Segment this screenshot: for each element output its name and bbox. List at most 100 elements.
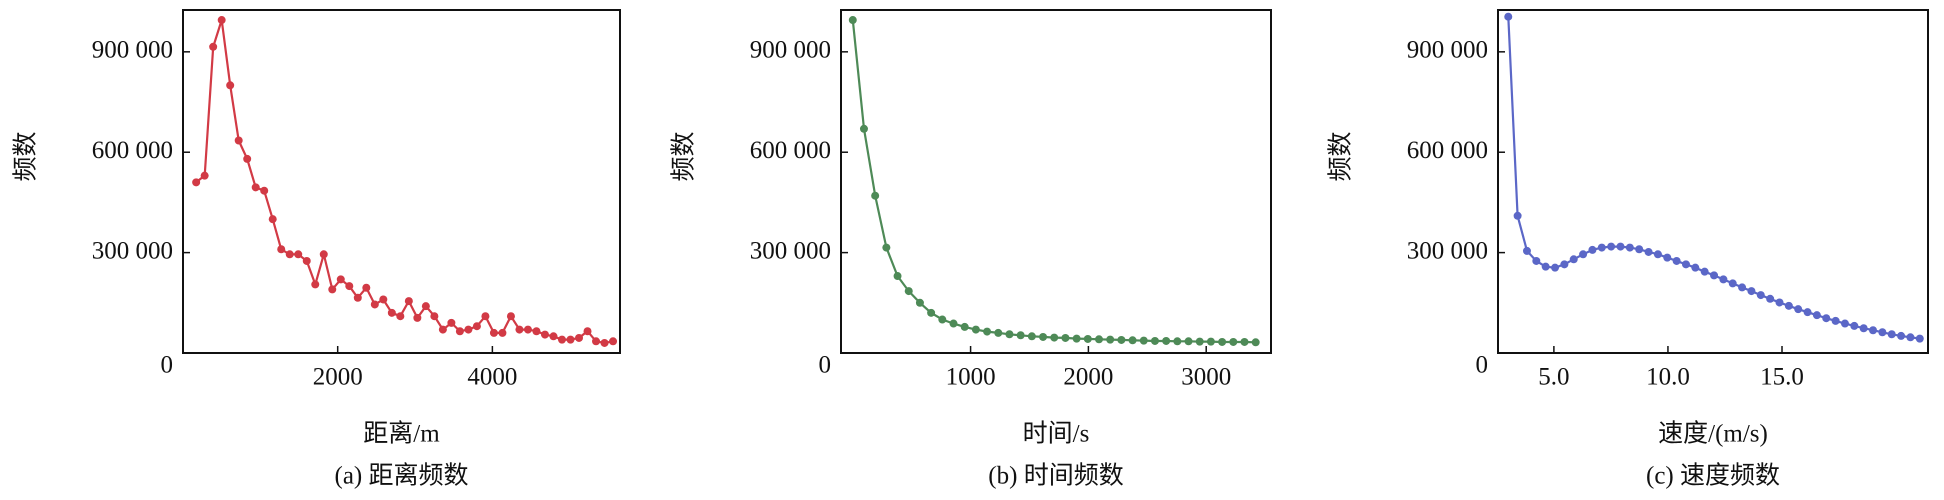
data-point (362, 283, 371, 292)
data-point (575, 333, 584, 342)
data-point (859, 124, 868, 133)
data-point (413, 313, 422, 322)
data-point (904, 287, 913, 296)
data-point (523, 325, 532, 334)
y-tick-label: 300 000 (1407, 237, 1488, 264)
data-point (1710, 271, 1719, 280)
data-point (336, 275, 345, 284)
data-point (1218, 337, 1227, 346)
data-point (498, 328, 507, 337)
data-point (1128, 336, 1137, 345)
data-point (1681, 260, 1690, 269)
data-point (532, 327, 541, 336)
data-point (200, 171, 209, 180)
axes-frame (182, 9, 621, 354)
x-axis-label: 时间/s (1023, 420, 1090, 448)
data-point (302, 256, 311, 265)
data-point (1513, 211, 1522, 220)
data-point (345, 282, 354, 291)
y-tick-label: 600 000 (1407, 137, 1488, 164)
panel-caption: (c) 速度频数 (1646, 462, 1780, 490)
data-point (1906, 333, 1915, 342)
data-point (1106, 335, 1115, 344)
data-point (1812, 311, 1821, 320)
data-point (421, 302, 430, 311)
axes-frame (1497, 9, 1929, 354)
y-tick-label: 900 000 (750, 37, 831, 64)
data-point (566, 335, 575, 344)
data-point (353, 293, 362, 302)
data-point (1551, 263, 1560, 272)
data-point (1831, 316, 1840, 325)
data-point (1635, 245, 1644, 254)
data-point (1532, 256, 1541, 265)
data-point (1005, 330, 1014, 339)
data-point (1878, 328, 1887, 337)
data-point (915, 298, 924, 307)
data-point (1775, 298, 1784, 307)
data-point (251, 183, 260, 192)
data-point (1050, 333, 1059, 342)
data-point (1887, 330, 1896, 339)
data-point (1663, 253, 1672, 262)
data-point (464, 325, 473, 334)
data-point (481, 312, 490, 321)
data-point (472, 322, 481, 331)
data-point (217, 16, 226, 25)
y-axis-label: 频数 (670, 131, 698, 181)
data-point (379, 295, 388, 304)
data-point (370, 300, 379, 309)
data-point (1728, 279, 1737, 288)
y-tick-label: 600 000 (750, 137, 831, 164)
data-point (311, 280, 320, 289)
data-point (1822, 314, 1831, 323)
data-point (600, 338, 609, 347)
data-point (1251, 338, 1260, 347)
data-point (455, 327, 464, 336)
data-point (1840, 319, 1849, 328)
data-point (1569, 255, 1578, 264)
x-tick-label: 2000 (1063, 364, 1113, 391)
data-point (927, 308, 936, 317)
data-point (209, 42, 218, 51)
data-point (960, 322, 969, 331)
data-point (285, 250, 294, 259)
data-point (1766, 294, 1775, 303)
x-tick-label: 15.0 (1760, 364, 1804, 391)
data-point (1869, 326, 1878, 335)
data-point (893, 272, 902, 281)
data-line (851, 19, 1256, 344)
data-point (226, 81, 235, 90)
data-point (489, 328, 498, 337)
data-point (1719, 275, 1728, 284)
data-point (592, 337, 601, 346)
y-tick-label: 900 000 (92, 37, 173, 64)
data-point (1072, 334, 1081, 343)
y-tick-label: 300 000 (750, 237, 831, 264)
data-point (1803, 308, 1812, 317)
data-point (387, 308, 396, 317)
panel-caption: (a) 距离频数 (335, 462, 469, 490)
data-point (1859, 324, 1868, 333)
data-point (949, 319, 958, 328)
data-point (609, 337, 618, 346)
data-point (1039, 332, 1048, 341)
data-point (1691, 263, 1700, 272)
x-tick-label: 3000 (1181, 364, 1231, 391)
data-point (319, 250, 328, 259)
data-point (1784, 301, 1793, 310)
data-point (1184, 337, 1193, 346)
panel-caption: (b) 时间频数 (988, 462, 1123, 490)
data-point (1700, 267, 1709, 276)
data-point (1560, 260, 1569, 269)
data-point (1756, 291, 1765, 300)
x-tick-label: 5.0 (1538, 364, 1569, 391)
data-point (994, 328, 1003, 337)
y-tick-label: 0 (819, 352, 832, 379)
data-point (192, 178, 201, 187)
data-point (1206, 337, 1215, 346)
data-point (438, 325, 447, 334)
x-axis-label: 距离/m (363, 420, 440, 448)
data-point (328, 285, 337, 294)
